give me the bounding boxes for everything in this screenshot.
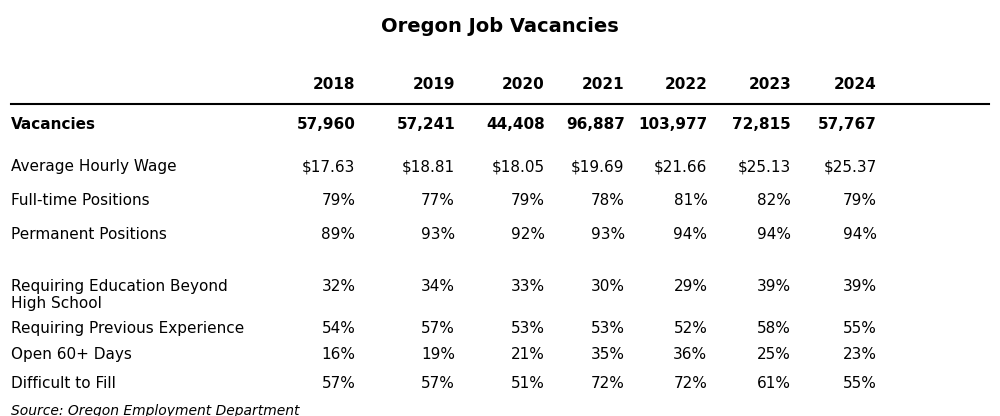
Text: 36%: 36% (673, 347, 707, 362)
Text: 57%: 57% (322, 376, 355, 391)
Text: 93%: 93% (591, 228, 625, 243)
Text: 16%: 16% (321, 347, 355, 362)
Text: 2019: 2019 (413, 77, 455, 92)
Text: Oregon Job Vacancies: Oregon Job Vacancies (381, 17, 619, 36)
Text: 2021: 2021 (582, 77, 625, 92)
Text: 2018: 2018 (313, 77, 355, 92)
Text: 39%: 39% (843, 279, 877, 294)
Text: 53%: 53% (591, 321, 625, 336)
Text: Full-time Positions: Full-time Positions (11, 193, 150, 208)
Text: 54%: 54% (322, 321, 355, 336)
Text: $25.13: $25.13 (738, 159, 791, 174)
Text: 78%: 78% (591, 193, 625, 208)
Text: 23%: 23% (843, 347, 877, 362)
Text: 79%: 79% (511, 193, 545, 208)
Text: Difficult to Fill: Difficult to Fill (11, 376, 116, 391)
Text: 57,241: 57,241 (396, 117, 455, 132)
Text: 2020: 2020 (502, 77, 545, 92)
Text: 61%: 61% (757, 376, 791, 391)
Text: 79%: 79% (321, 193, 355, 208)
Text: $18.05: $18.05 (492, 159, 545, 174)
Text: 57,767: 57,767 (818, 117, 877, 132)
Text: 92%: 92% (511, 228, 545, 243)
Text: 34%: 34% (421, 279, 455, 294)
Text: 44,408: 44,408 (486, 117, 545, 132)
Text: 72%: 72% (591, 376, 625, 391)
Text: Permanent Positions: Permanent Positions (11, 228, 167, 243)
Text: $21.66: $21.66 (654, 159, 707, 174)
Text: 29%: 29% (673, 279, 707, 294)
Text: Vacancies: Vacancies (11, 117, 96, 132)
Text: 25%: 25% (757, 347, 791, 362)
Text: 94%: 94% (673, 228, 707, 243)
Text: 57%: 57% (421, 321, 455, 336)
Text: 2024: 2024 (834, 77, 877, 92)
Text: 2023: 2023 (748, 77, 791, 92)
Text: 19%: 19% (421, 347, 455, 362)
Text: $19.69: $19.69 (571, 159, 625, 174)
Text: Requiring Education Beyond
High School: Requiring Education Beyond High School (11, 279, 228, 311)
Text: 55%: 55% (843, 376, 877, 391)
Text: 94%: 94% (757, 228, 791, 243)
Text: 94%: 94% (843, 228, 877, 243)
Text: 77%: 77% (421, 193, 455, 208)
Text: 32%: 32% (321, 279, 355, 294)
Text: 81%: 81% (674, 193, 707, 208)
Text: 51%: 51% (511, 376, 545, 391)
Text: $18.81: $18.81 (402, 159, 455, 174)
Text: 57,960: 57,960 (297, 117, 355, 132)
Text: 93%: 93% (421, 228, 455, 243)
Text: 72,815: 72,815 (732, 117, 791, 132)
Text: 55%: 55% (843, 321, 877, 336)
Text: 2022: 2022 (665, 77, 707, 92)
Text: Requiring Previous Experience: Requiring Previous Experience (11, 321, 245, 336)
Text: 82%: 82% (757, 193, 791, 208)
Text: 53%: 53% (511, 321, 545, 336)
Text: 96,887: 96,887 (566, 117, 625, 132)
Text: 52%: 52% (674, 321, 707, 336)
Text: 72%: 72% (674, 376, 707, 391)
Text: 57%: 57% (421, 376, 455, 391)
Text: 89%: 89% (321, 228, 355, 243)
Text: 21%: 21% (511, 347, 545, 362)
Text: $17.63: $17.63 (302, 159, 355, 174)
Text: 79%: 79% (843, 193, 877, 208)
Text: Source: Oregon Employment Department: Source: Oregon Employment Department (11, 404, 300, 416)
Text: Open 60+ Days: Open 60+ Days (11, 347, 132, 362)
Text: $25.37: $25.37 (824, 159, 877, 174)
Text: Average Hourly Wage: Average Hourly Wage (11, 159, 177, 174)
Text: 58%: 58% (757, 321, 791, 336)
Text: 35%: 35% (591, 347, 625, 362)
Text: 30%: 30% (591, 279, 625, 294)
Text: 103,977: 103,977 (638, 117, 707, 132)
Text: 33%: 33% (511, 279, 545, 294)
Text: 39%: 39% (757, 279, 791, 294)
